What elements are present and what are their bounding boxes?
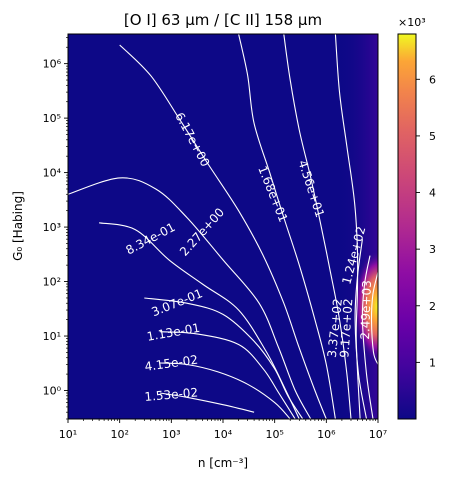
contour-label: 1.53e-02 [144,385,199,404]
contour-line [283,34,352,419]
x-tick-label: 10² [110,428,128,441]
x-tick-label: 10³ [162,428,180,441]
chart-title: [O I] 63 μm / [C II] 158 μm [124,11,322,29]
contour-line [370,271,378,365]
y-axis-ticks: 10⁰ 10¹ 10² 10³ 10⁴ 10⁵ 10⁶ [43,37,68,420]
y-tick-label: 10⁴ [43,167,62,180]
x-tick-label: 10⁶ [317,428,336,441]
y-tick-label: 10¹ [43,330,61,343]
y-tick-label: 10⁶ [43,58,62,71]
contour-label: 9.17e+02 [337,298,355,358]
contour-lines [68,34,378,419]
contour-label: 3.37e+02 [325,298,345,359]
contour-label: 2.49e+03 [358,280,374,340]
y-tick-label: 10⁰ [43,385,62,398]
y-tick-label: 10⁵ [43,112,61,125]
contour-line [238,34,336,419]
colorbar-tick-label: 5 [429,130,436,143]
contour-line [159,392,255,413]
x-axis-label: n [cm⁻³] [198,456,248,470]
x-tick-label: 10⁴ [214,428,233,441]
colorbar-tick-label: 3 [429,243,436,256]
contour-line [119,44,327,419]
x-axis-ticks: 10¹ 10² 10³ 10⁴ 10⁵ 10⁶ 10⁷ [59,419,387,441]
contour-line [159,362,291,419]
colorbar-ticks: 1 2 3 4 5 6 [416,73,436,369]
contour-line [159,331,296,419]
colorbar [397,33,417,420]
contour-line [354,239,368,419]
x-tick-label: 10⁷ [369,428,387,441]
colorbar-tick-label: 6 [429,73,436,86]
x-tick-label: 10⁵ [265,428,283,441]
heatmap-background [68,34,378,419]
contour-line [99,222,300,419]
y-axis-label: G₀ [Habing] [11,191,25,261]
contour-line [361,255,374,419]
y-tick-label: 10³ [43,221,61,234]
colorbar-multiplier: ×10³ [398,16,426,29]
colorbar-tick-label: 4 [429,187,436,200]
contour-line [68,177,312,419]
colorbar-tick-label: 1 [429,356,436,369]
y-tick-label: 10² [43,276,61,289]
colorbar-tick-label: 2 [429,300,436,313]
x-tick-label: 10¹ [59,428,77,441]
